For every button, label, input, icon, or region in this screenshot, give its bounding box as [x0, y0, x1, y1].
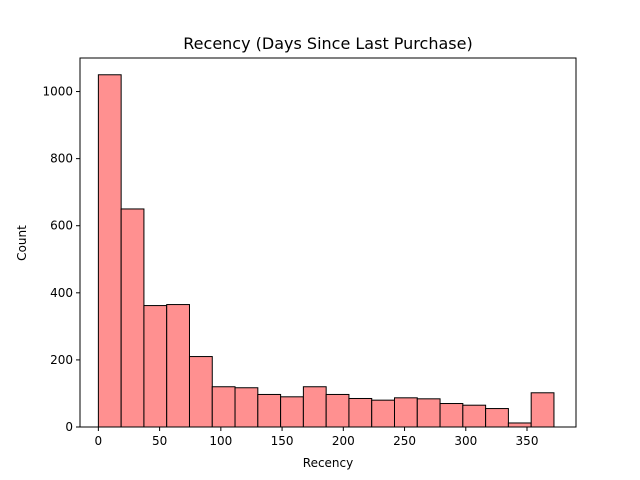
- y-tick-label: 0: [65, 420, 73, 434]
- histogram-bar: [280, 396, 304, 428]
- x-axis-ticks: 0 50 100 150 200 250 300 350: [95, 427, 539, 448]
- x-tick-label: 150: [271, 434, 294, 448]
- histogram-bar: [394, 397, 418, 428]
- histogram-bar: [348, 397, 373, 428]
- histogram-bar: [234, 387, 259, 428]
- histogram-bar: [462, 404, 487, 428]
- histogram-bar: [257, 393, 282, 428]
- histogram-bar: [371, 399, 396, 428]
- histogram-bar: [166, 304, 190, 428]
- histogram-bar: [485, 408, 509, 428]
- histogram-bar: [143, 305, 168, 428]
- histogram-bar: [97, 74, 122, 428]
- histogram-bar: [439, 403, 464, 428]
- histogram-bar: [416, 398, 441, 428]
- x-tick-label: 0: [95, 434, 103, 448]
- y-tick-label: 800: [50, 152, 73, 166]
- x-tick-label: 300: [454, 434, 477, 448]
- histogram-bar: [507, 422, 532, 428]
- x-tick-label: 350: [516, 434, 539, 448]
- plot-frame: [79, 57, 577, 428]
- histogram-bar: [188, 356, 213, 428]
- y-tick-label: 1000: [42, 85, 73, 99]
- x-axis-label: Recency: [303, 456, 353, 470]
- histogram-bar: [325, 393, 350, 428]
- y-tick-label: 400: [50, 286, 73, 300]
- y-axis-ticks: 0 200 400 600 800 1000: [42, 85, 80, 434]
- chart-title: Recency (Days Since Last Purchase): [183, 34, 472, 53]
- histogram-bar: [120, 208, 145, 428]
- histogram-bar: [211, 386, 236, 428]
- x-tick-label: 250: [393, 434, 416, 448]
- x-tick-label: 200: [332, 434, 355, 448]
- histogram-bar: [530, 392, 555, 428]
- bars-group: [97, 74, 555, 428]
- y-tick-label: 600: [50, 219, 73, 233]
- x-tick-label: 50: [152, 434, 167, 448]
- histogram-bar: [302, 386, 327, 428]
- y-axis-label: Count: [15, 225, 29, 261]
- x-tick-label: 100: [209, 434, 232, 448]
- y-tick-label: 200: [50, 353, 73, 367]
